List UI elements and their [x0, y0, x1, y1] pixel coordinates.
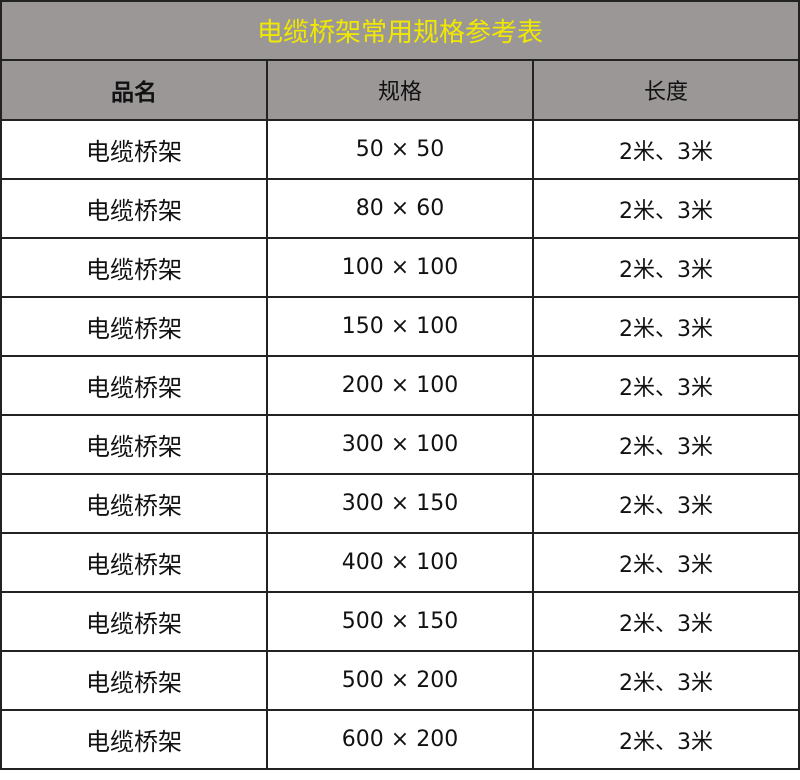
cell-spec: 300 × 100	[266, 414, 534, 475]
cell-length: 2米、3米	[532, 119, 800, 180]
table-title: 电缆桥架常用规格参考表	[0, 0, 800, 61]
cell-length: 2米、3米	[532, 532, 800, 593]
cell-length: 2米、3米	[532, 473, 800, 534]
table-row: 电缆桥架 400 × 100 2米、3米	[0, 532, 800, 593]
cell-spec: 150 × 100	[266, 296, 534, 357]
cell-spec: 200 × 100	[266, 355, 534, 416]
table-row: 电缆桥架 200 × 100 2米、3米	[0, 355, 800, 416]
cell-spec: 500 × 200	[266, 650, 534, 711]
header-row: 品名 规格 长度	[0, 59, 800, 121]
table-row: 电缆桥架 600 × 200 2米、3米	[0, 709, 800, 770]
cell-length: 2米、3米	[532, 237, 800, 298]
cell-name: 电缆桥架	[0, 532, 268, 593]
table-row: 电缆桥架 150 × 100 2米、3米	[0, 296, 800, 357]
cell-name: 电缆桥架	[0, 591, 268, 652]
column-header-name: 品名	[0, 59, 268, 121]
table-row: 电缆桥架 50 × 50 2米、3米	[0, 119, 800, 180]
cell-name: 电缆桥架	[0, 355, 268, 416]
cell-name: 电缆桥架	[0, 178, 268, 239]
cell-length: 2米、3米	[532, 709, 800, 770]
table-row: 电缆桥架 80 × 60 2米、3米	[0, 178, 800, 239]
table-row: 电缆桥架 100 × 100 2米、3米	[0, 237, 800, 298]
cell-name: 电缆桥架	[0, 709, 268, 770]
cell-name: 电缆桥架	[0, 473, 268, 534]
cell-length: 2米、3米	[532, 591, 800, 652]
cell-length: 2米、3米	[532, 355, 800, 416]
cell-spec: 400 × 100	[266, 532, 534, 593]
cell-spec: 100 × 100	[266, 237, 534, 298]
cell-length: 2米、3米	[532, 414, 800, 475]
cell-spec: 50 × 50	[266, 119, 534, 180]
table-row: 电缆桥架 500 × 200 2米、3米	[0, 650, 800, 711]
cell-spec: 500 × 150	[266, 591, 534, 652]
cell-name: 电缆桥架	[0, 237, 268, 298]
cell-spec: 80 × 60	[266, 178, 534, 239]
cell-spec: 300 × 150	[266, 473, 534, 534]
cell-name: 电缆桥架	[0, 414, 268, 475]
cell-spec: 600 × 200	[266, 709, 534, 770]
cell-length: 2米、3米	[532, 178, 800, 239]
table-row: 电缆桥架 500 × 150 2米、3米	[0, 591, 800, 652]
column-header-length: 长度	[532, 59, 800, 121]
cell-length: 2米、3米	[532, 650, 800, 711]
cell-name: 电缆桥架	[0, 119, 268, 180]
cell-name: 电缆桥架	[0, 296, 268, 357]
table-row: 电缆桥架 300 × 150 2米、3米	[0, 473, 800, 534]
table-row: 电缆桥架 300 × 100 2米、3米	[0, 414, 800, 475]
column-header-spec: 规格	[266, 59, 534, 121]
cell-length: 2米、3米	[532, 296, 800, 357]
cell-name: 电缆桥架	[0, 650, 268, 711]
